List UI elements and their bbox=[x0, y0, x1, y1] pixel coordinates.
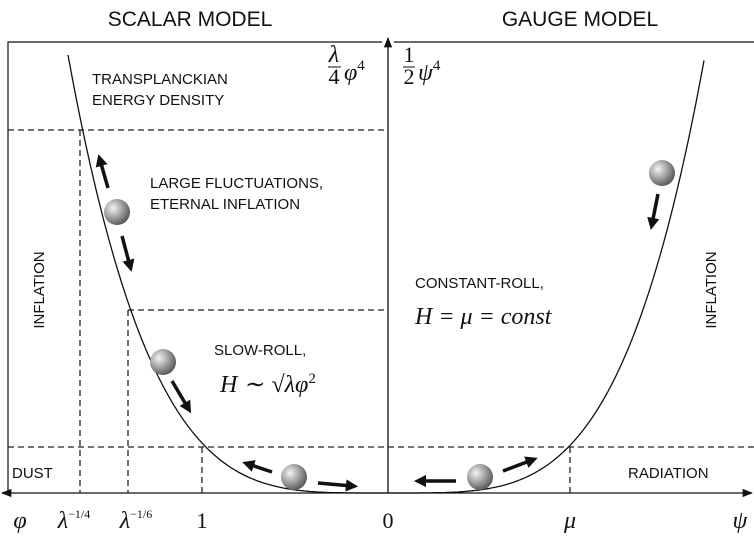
axis-label: λ−1/4 bbox=[57, 507, 91, 534]
svg-text:1: 1 bbox=[404, 42, 415, 67]
formula: H ∼ √λφ2 bbox=[219, 371, 316, 398]
label: INFLATION bbox=[703, 251, 720, 328]
frame bbox=[7, 41, 382, 493]
formula: H = μ = const bbox=[414, 304, 553, 330]
arrows bbox=[95, 154, 660, 492]
gauge-potential: 1 2 ψ4 bbox=[403, 42, 441, 89]
axis-label: 1 bbox=[197, 508, 208, 533]
balls bbox=[104, 160, 675, 490]
label: TRANSPLANCKIAN bbox=[92, 71, 228, 88]
svg-text:λ: λ bbox=[328, 42, 339, 68]
label: DUST bbox=[12, 465, 53, 482]
label: SLOW-ROLL, bbox=[214, 342, 306, 359]
label: CONSTANT-ROLL, bbox=[415, 275, 544, 292]
svg-text:2: 2 bbox=[404, 64, 415, 89]
svg-text:ψ4: ψ4 bbox=[418, 58, 441, 86]
label: INFLATION bbox=[31, 251, 48, 328]
right-title: GAUGE MODEL bbox=[502, 8, 658, 31]
scalar-potential: λ 4 φ4 bbox=[328, 42, 365, 89]
label: ETERNAL INFLATION bbox=[150, 196, 300, 213]
axis-label: 0 bbox=[383, 508, 394, 533]
svg-text:4: 4 bbox=[329, 64, 340, 89]
svg-text:φ4: φ4 bbox=[344, 58, 365, 86]
axis-label: ψ bbox=[733, 508, 749, 534]
dashes bbox=[8, 129, 754, 493]
axis-label: μ bbox=[563, 508, 576, 534]
left-title: SCALAR MODEL bbox=[108, 8, 273, 31]
label: RADIATION bbox=[628, 465, 709, 482]
axis-label: λ−1/6 bbox=[119, 507, 153, 534]
label: LARGE FLUCTUATIONS, bbox=[150, 175, 323, 192]
label: ENERGY DENSITY bbox=[92, 92, 224, 109]
axis-label: φ bbox=[13, 508, 26, 534]
potential-curve bbox=[67, 54, 705, 494]
